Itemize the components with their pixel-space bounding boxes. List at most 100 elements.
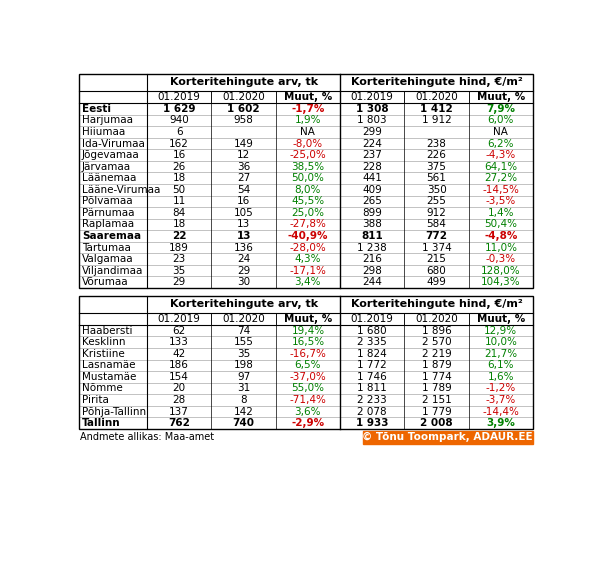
Text: 10,0%: 10,0% <box>484 337 517 347</box>
Text: 1 933: 1 933 <box>356 418 388 428</box>
Text: 1 824: 1 824 <box>358 349 387 359</box>
Bar <box>79 254 533 265</box>
Text: 25,0%: 25,0% <box>292 208 325 218</box>
Text: -28,0%: -28,0% <box>290 243 326 252</box>
Text: 1 774: 1 774 <box>422 372 451 382</box>
Text: 142: 142 <box>233 407 254 417</box>
Text: 8: 8 <box>240 395 247 405</box>
Text: 228: 228 <box>362 162 382 172</box>
Text: 1,9%: 1,9% <box>295 115 321 126</box>
Text: 1 803: 1 803 <box>358 115 387 126</box>
Bar <box>79 184 533 196</box>
Bar <box>79 115 533 126</box>
Text: NA: NA <box>301 127 316 137</box>
Text: 299: 299 <box>362 127 382 137</box>
Text: 265: 265 <box>362 196 382 206</box>
Text: 133: 133 <box>169 337 189 347</box>
Text: Pärnumaa: Pärnumaa <box>82 208 134 218</box>
Text: Korteritehingute arv, tk: Korteritehingute arv, tk <box>170 78 317 87</box>
Text: 244: 244 <box>362 277 382 287</box>
Text: Eesti: Eesti <box>82 104 111 114</box>
Text: 940: 940 <box>169 115 189 126</box>
Text: 18: 18 <box>173 219 186 230</box>
Text: 2 570: 2 570 <box>422 337 451 347</box>
Text: -16,7%: -16,7% <box>289 349 326 359</box>
Text: 01.2019: 01.2019 <box>158 314 200 324</box>
Text: Hiiumaa: Hiiumaa <box>82 127 125 137</box>
Text: 55,0%: 55,0% <box>292 384 325 393</box>
Bar <box>79 296 147 312</box>
Text: NA: NA <box>493 127 508 137</box>
Text: 198: 198 <box>233 360 254 371</box>
Text: 1 879: 1 879 <box>422 360 451 371</box>
Text: Korteritehingute arv, tk: Korteritehingute arv, tk <box>170 299 317 309</box>
Text: Saaremaa: Saaremaa <box>82 231 141 241</box>
Text: 1 772: 1 772 <box>358 360 387 371</box>
Text: -4,8%: -4,8% <box>484 231 518 241</box>
Bar <box>79 138 533 150</box>
Text: -14,5%: -14,5% <box>482 185 519 195</box>
Text: -40,9%: -40,9% <box>287 231 328 241</box>
Bar <box>340 74 533 91</box>
Text: 97: 97 <box>237 372 250 382</box>
Text: 24: 24 <box>237 254 250 264</box>
Text: 18: 18 <box>173 173 186 183</box>
Bar <box>79 336 533 348</box>
Text: 35: 35 <box>237 349 250 359</box>
Text: Jõgevamaa: Jõgevamaa <box>82 150 140 160</box>
Bar <box>276 312 340 325</box>
Bar <box>79 91 147 103</box>
Text: 6,5%: 6,5% <box>295 360 321 371</box>
Text: 1 811: 1 811 <box>358 384 387 393</box>
Text: 154: 154 <box>169 372 189 382</box>
Text: 84: 84 <box>173 208 186 218</box>
Text: Korteritehingute hind, €/m²: Korteritehingute hind, €/m² <box>350 78 523 87</box>
Text: Andmete allikas: Maa-amet: Andmete allikas: Maa-amet <box>80 432 215 441</box>
Text: Kesklinn: Kesklinn <box>82 337 125 347</box>
Text: 22: 22 <box>172 231 187 241</box>
Text: 26: 26 <box>173 162 186 172</box>
Text: Muut, %: Muut, % <box>477 92 525 102</box>
Text: 01.2020: 01.2020 <box>222 92 265 102</box>
Bar <box>276 91 340 103</box>
Text: Korteritehingute hind, €/m²: Korteritehingute hind, €/m² <box>350 299 523 309</box>
Text: 255: 255 <box>427 196 446 206</box>
Text: 499: 499 <box>427 277 446 287</box>
Text: 13: 13 <box>237 219 250 230</box>
Text: 29: 29 <box>173 277 186 287</box>
Text: 21,7%: 21,7% <box>484 349 517 359</box>
Bar <box>79 161 533 172</box>
Text: 912: 912 <box>427 208 446 218</box>
Text: 375: 375 <box>427 162 446 172</box>
Bar <box>79 207 533 219</box>
Text: 36: 36 <box>237 162 250 172</box>
Text: 54: 54 <box>237 185 250 195</box>
Text: Tallinn: Tallinn <box>82 418 121 428</box>
Text: 01.2019: 01.2019 <box>351 314 394 324</box>
Bar <box>340 312 404 325</box>
Text: 1 238: 1 238 <box>358 243 387 252</box>
Text: 50,4%: 50,4% <box>484 219 517 230</box>
Text: 42: 42 <box>173 349 186 359</box>
Text: 50: 50 <box>173 185 186 195</box>
Text: 1 912: 1 912 <box>422 115 451 126</box>
Bar <box>340 91 404 103</box>
Text: Ida-Virumaa: Ida-Virumaa <box>82 139 145 148</box>
Text: 3,4%: 3,4% <box>295 277 321 287</box>
Bar <box>147 74 340 91</box>
Text: -1,2%: -1,2% <box>486 384 516 393</box>
Text: Mustamäe: Mustamäe <box>82 372 136 382</box>
Text: -3,5%: -3,5% <box>486 196 516 206</box>
Text: -71,4%: -71,4% <box>289 395 326 405</box>
Text: 1 789: 1 789 <box>422 384 451 393</box>
Text: 811: 811 <box>361 231 383 241</box>
Text: 162: 162 <box>169 139 189 148</box>
Text: 226: 226 <box>427 150 446 160</box>
Text: 2 151: 2 151 <box>422 395 451 405</box>
Text: 50,0%: 50,0% <box>292 173 325 183</box>
Text: -17,1%: -17,1% <box>289 266 326 276</box>
Text: 38,5%: 38,5% <box>292 162 325 172</box>
Text: 01.2019: 01.2019 <box>158 92 200 102</box>
Text: 01.2019: 01.2019 <box>351 92 394 102</box>
Text: 35: 35 <box>173 266 186 276</box>
